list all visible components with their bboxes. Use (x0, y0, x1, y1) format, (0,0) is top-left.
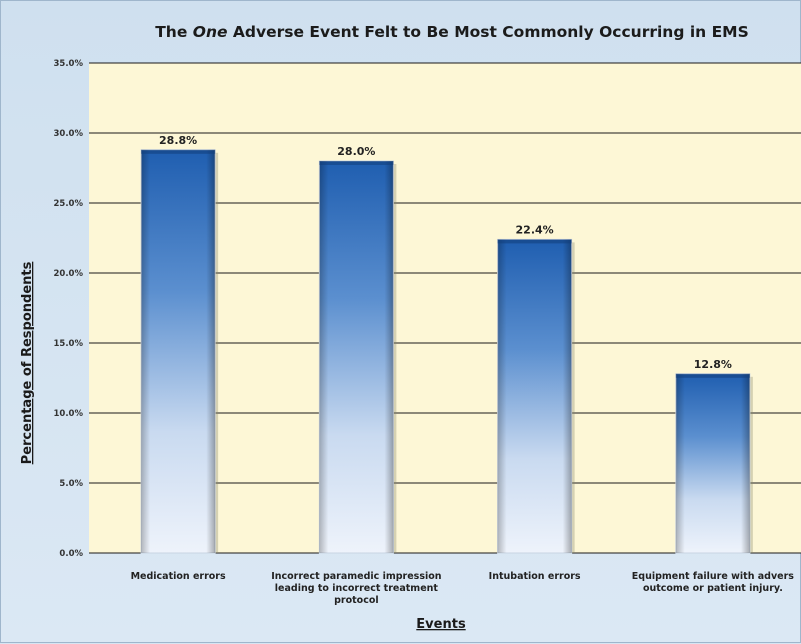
bar-value-label: 28.8% (159, 134, 197, 147)
y-tick-label: 10.0% (54, 409, 84, 419)
y-tick-label: 20.0% (54, 269, 84, 279)
bar-value-label: 28.0% (337, 145, 375, 158)
x-category-label: Intubation errors (489, 571, 581, 582)
bars (140, 149, 753, 554)
x-axis-title: Events (416, 617, 466, 632)
x-category-label: Medication errors (131, 571, 226, 582)
bar-value-label: 22.4% (516, 223, 554, 236)
value-labels: 28.8% 28.0% 22.4% 12.8% (159, 134, 732, 371)
y-axis-title: Percentage of Respondents (20, 261, 35, 464)
x-category-label: Incorrect paramedic impression (271, 571, 442, 582)
x-category-label: protocol (334, 595, 379, 606)
chart-title: The One Adverse Event Felt to Be Most Co… (155, 23, 749, 41)
chart-title-suffix: Adverse Event Felt to Be Most Commonly O… (228, 23, 749, 41)
bar-edge-shade (141, 149, 216, 554)
x-axis-categories: Medication errors Incorrect paramedic imp… (131, 571, 795, 606)
y-tick-label: 30.0% (54, 129, 84, 139)
y-tick-label: 35.0% (54, 59, 84, 69)
bar-cap (497, 239, 572, 244)
x-category-label: Equipment failure with advers (632, 571, 794, 582)
bar-value-label: 12.8% (694, 358, 732, 371)
chart-title-emphasis: One (193, 23, 228, 41)
x-category-label: outcome or patient injury. (643, 583, 783, 594)
bar-edge-shade (319, 161, 394, 553)
y-tick-label: 25.0% (54, 199, 84, 209)
bar-cap (675, 373, 750, 378)
bar-cap (141, 149, 216, 154)
y-tick-label: 5.0% (59, 479, 83, 489)
bar-edge-shade (675, 373, 750, 553)
bar-cap (319, 161, 394, 165)
y-tick-label: 0.0% (59, 549, 83, 559)
y-axis-ticks: 0.0% 5.0% 10.0% 15.0% 20.0% 25.0% 30.0% 35.0% (54, 59, 84, 559)
x-category-label: leading to incorrect treatment (275, 583, 439, 594)
y-tick-label: 15.0% (54, 339, 84, 349)
bar-edge-shade (497, 239, 572, 553)
chart-title-prefix: The (155, 23, 193, 41)
